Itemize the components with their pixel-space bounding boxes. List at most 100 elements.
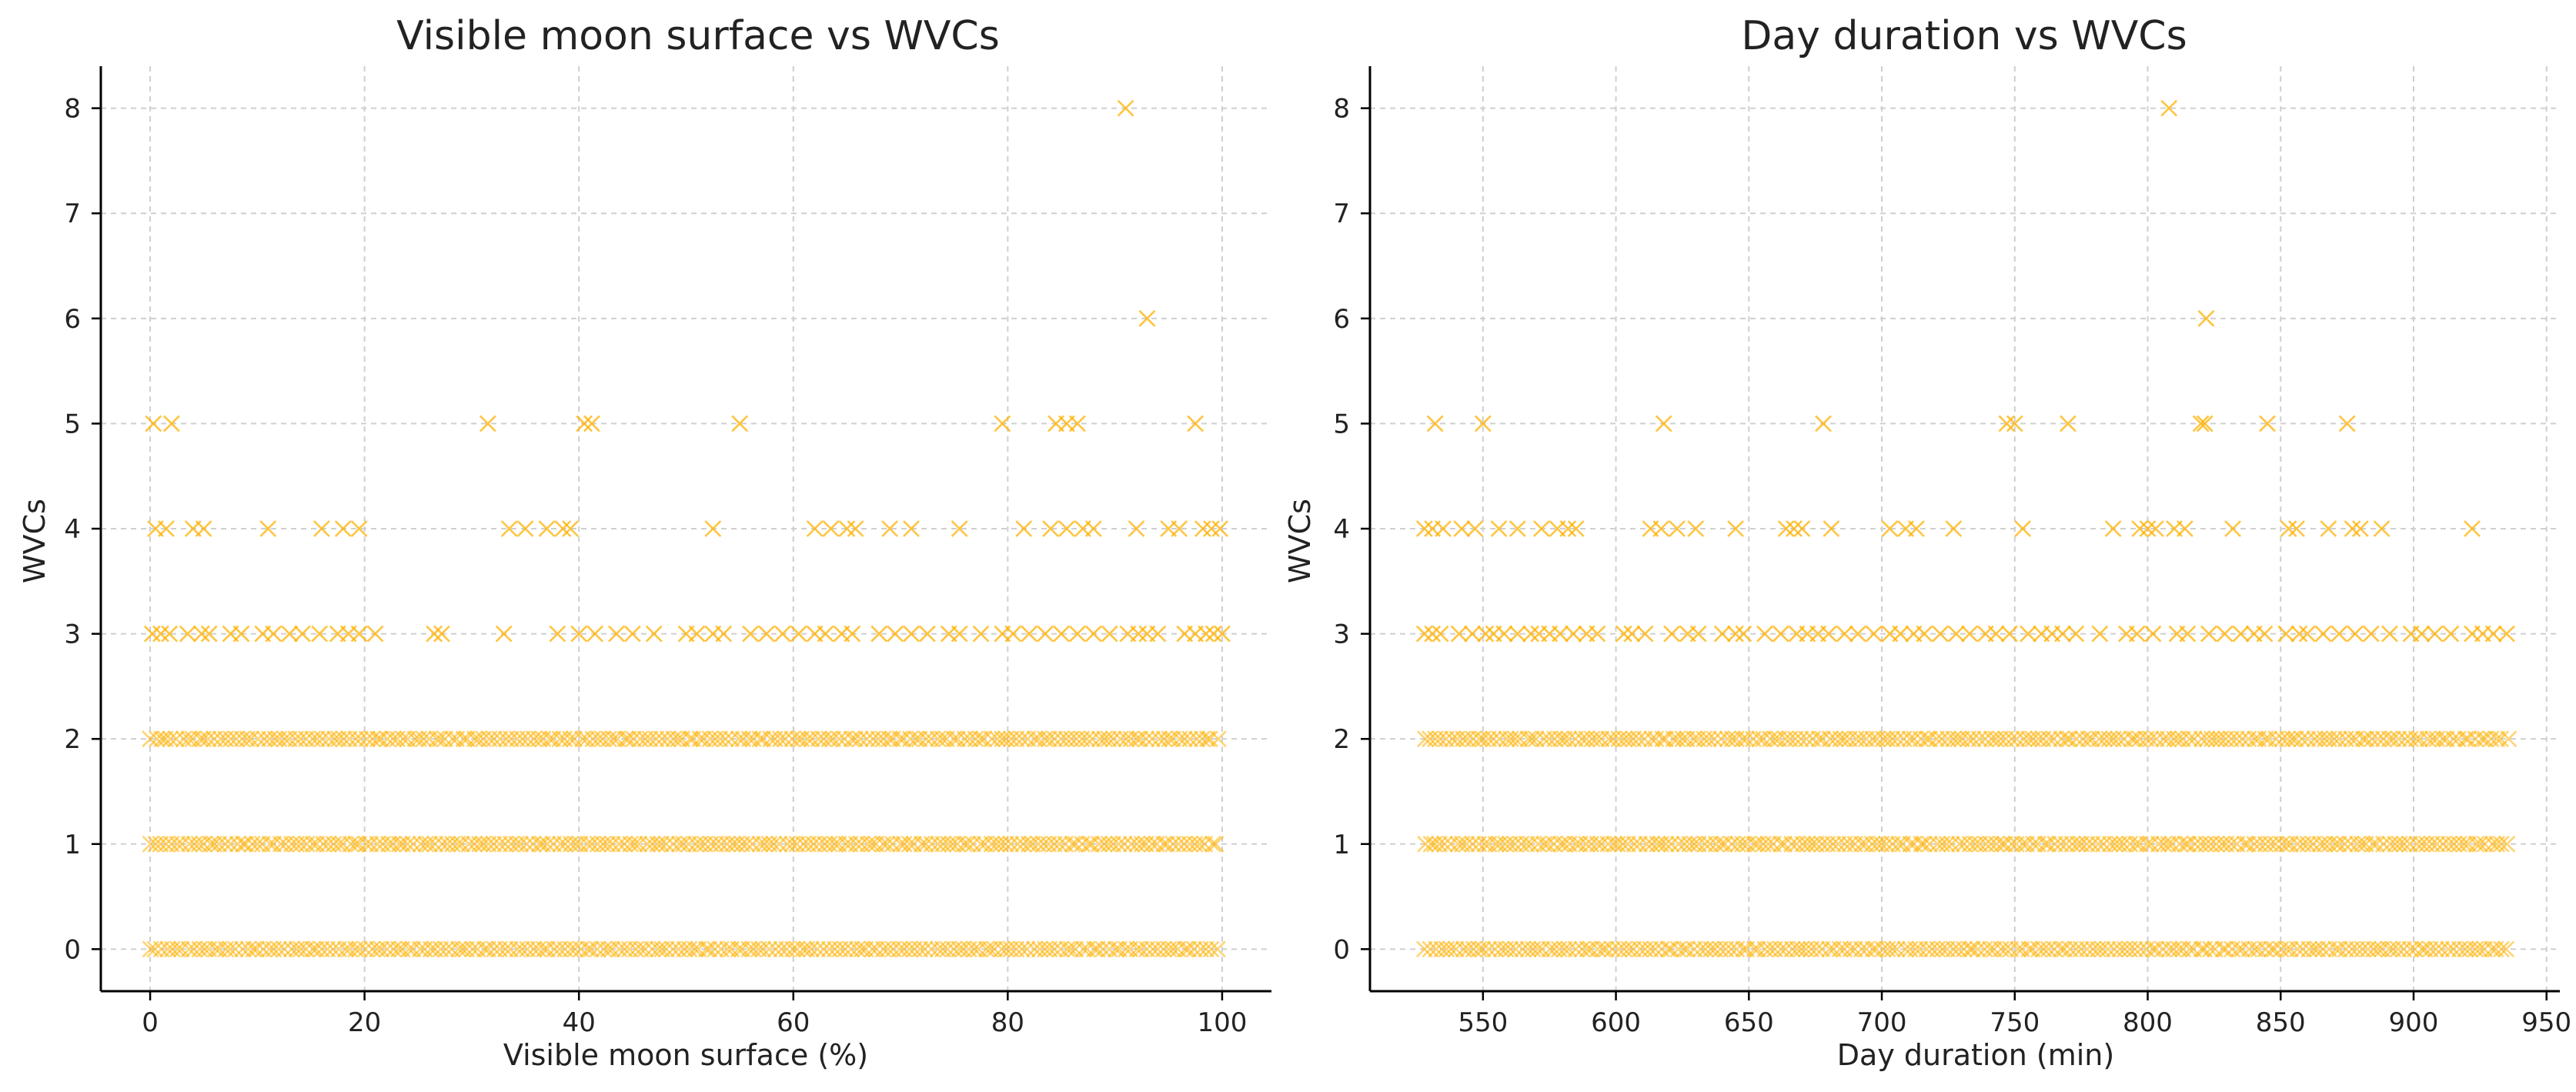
scatter-point bbox=[1449, 835, 1467, 853]
scatter-point bbox=[412, 835, 429, 853]
scatter-point bbox=[754, 730, 772, 748]
scatter-point bbox=[1911, 940, 1929, 958]
scatter-point bbox=[1945, 520, 1963, 537]
scatter-point bbox=[2181, 730, 2198, 748]
scatter-point bbox=[848, 940, 866, 958]
scatter-point bbox=[1883, 940, 1901, 958]
x-tick-label: 650 bbox=[1724, 1007, 1774, 1038]
scatter-point bbox=[276, 940, 293, 958]
scatter-point bbox=[2083, 730, 2100, 748]
scatter-point bbox=[2433, 940, 2451, 958]
scatter-point bbox=[2298, 625, 2316, 643]
scatter-point bbox=[479, 415, 496, 432]
scatter-point bbox=[1209, 730, 1227, 748]
scatter-point bbox=[1906, 730, 1923, 748]
scatter-point bbox=[731, 415, 749, 432]
scatter-point bbox=[1820, 625, 1837, 643]
scatter-point bbox=[179, 625, 196, 643]
scatter-point bbox=[428, 730, 446, 748]
scatter-point bbox=[1432, 730, 1449, 748]
scatter-point bbox=[1814, 730, 1831, 748]
scatter-point bbox=[372, 730, 389, 748]
scatter-point bbox=[2008, 730, 2026, 748]
scatter-point bbox=[496, 940, 514, 958]
scatter-point bbox=[2442, 625, 2460, 643]
chart-visible-moon-surface: Visible moon surface vs WVCs Visible moo… bbox=[18, 13, 1271, 1072]
scatter-point bbox=[2250, 940, 2267, 958]
scatter-point bbox=[2216, 625, 2234, 643]
scatter-point bbox=[1117, 99, 1134, 117]
scatter-point bbox=[2476, 730, 2494, 748]
scatter-point bbox=[851, 730, 869, 748]
scatter-point bbox=[1084, 520, 1102, 537]
scatter-point bbox=[2299, 835, 2317, 853]
scatter-point bbox=[1792, 730, 1809, 748]
scatter-point bbox=[773, 625, 791, 643]
scatter-point bbox=[1933, 730, 1950, 748]
scatter-point bbox=[929, 730, 947, 748]
scatter-point bbox=[1532, 520, 1550, 537]
scatter-point bbox=[2045, 730, 2063, 748]
scatter-point bbox=[657, 835, 675, 853]
scatter-point bbox=[2367, 835, 2385, 853]
scatter-point bbox=[173, 835, 191, 853]
scatter-point bbox=[1969, 940, 1986, 958]
scatter-point bbox=[415, 730, 433, 748]
scatter-point bbox=[2314, 625, 2332, 643]
scatter-point bbox=[1474, 940, 1492, 958]
scatter-point bbox=[2052, 835, 2070, 853]
scatter-point bbox=[334, 835, 352, 853]
scatter-point bbox=[1881, 520, 1899, 537]
scatter-point bbox=[1083, 835, 1101, 853]
scatter-point bbox=[1716, 835, 1733, 853]
scatter-point bbox=[1078, 730, 1096, 748]
scatter-point bbox=[1662, 835, 1680, 853]
scatter-point bbox=[1892, 625, 1909, 643]
y-tick-label: 4 bbox=[64, 514, 81, 545]
scatter-point bbox=[2197, 309, 2215, 327]
scatter-point bbox=[466, 730, 483, 748]
scatter-point bbox=[2104, 520, 2122, 537]
scatter-point bbox=[2493, 940, 2510, 958]
scatter-point bbox=[2025, 835, 2043, 853]
x-tick-label: 750 bbox=[1990, 1007, 2040, 1038]
y-tick-label: 1 bbox=[1333, 830, 1350, 860]
scatter-point bbox=[1519, 730, 1537, 748]
scatter-point bbox=[2090, 835, 2107, 853]
scatter-point bbox=[894, 730, 912, 748]
scatter-point bbox=[1824, 835, 1842, 853]
scatter-point bbox=[1466, 520, 1484, 537]
scatter-point bbox=[1013, 940, 1031, 958]
scatter-point bbox=[966, 940, 983, 958]
scatter-point bbox=[433, 625, 450, 643]
scatter-point bbox=[1560, 730, 1578, 748]
scatter-point bbox=[1913, 835, 1930, 853]
scatter-point bbox=[1592, 835, 1610, 853]
scatter-point bbox=[2305, 940, 2323, 958]
scatter-point bbox=[1502, 940, 1519, 958]
scatter-point bbox=[1523, 730, 1541, 748]
scatter-point bbox=[1506, 730, 1524, 748]
scatter-point bbox=[605, 730, 623, 748]
scatter-point bbox=[1889, 940, 1906, 958]
scatter-point bbox=[1727, 625, 1744, 643]
scatter-point bbox=[1037, 625, 1054, 643]
scatter-point bbox=[2059, 415, 2077, 432]
scatter-point bbox=[1204, 835, 1221, 853]
scatter-point bbox=[1185, 940, 1203, 958]
scatter-point bbox=[1464, 625, 1481, 643]
scatter-point bbox=[1068, 415, 1086, 432]
scatter-point bbox=[1164, 940, 1182, 958]
scatter-point bbox=[1665, 730, 1682, 748]
scatter-point bbox=[2354, 730, 2372, 748]
scatter-point bbox=[949, 730, 967, 748]
scatter-point bbox=[1567, 520, 1585, 537]
scatter-point bbox=[742, 625, 759, 643]
scatter-point bbox=[148, 730, 165, 748]
scatter-point bbox=[202, 835, 219, 853]
scatter-point bbox=[1191, 835, 1208, 853]
scatter-point bbox=[265, 835, 282, 853]
scatter-point bbox=[2040, 835, 2057, 853]
scatter-point bbox=[2349, 835, 2367, 853]
